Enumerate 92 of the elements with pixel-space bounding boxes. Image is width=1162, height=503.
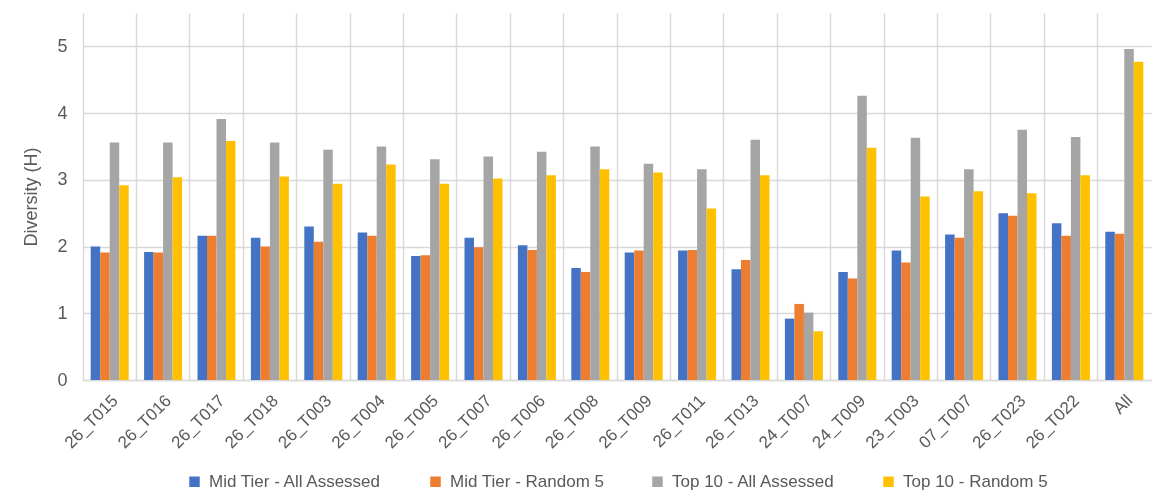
bar — [226, 141, 236, 380]
bar — [207, 235, 217, 380]
bar — [1017, 129, 1027, 380]
bar — [172, 177, 183, 380]
bar — [536, 151, 547, 380]
bar — [945, 234, 955, 380]
bar — [803, 312, 814, 380]
bar — [216, 119, 226, 380]
bar — [420, 255, 431, 380]
bar — [697, 169, 707, 380]
bar — [891, 250, 902, 380]
bar — [1051, 223, 1062, 380]
bar — [527, 249, 537, 380]
bar — [109, 142, 120, 380]
bar — [706, 208, 717, 380]
bar — [687, 249, 698, 380]
bar — [580, 271, 591, 380]
bar — [653, 172, 663, 380]
bar — [304, 226, 314, 380]
bar — [119, 185, 129, 380]
bar — [483, 156, 493, 380]
bar — [197, 235, 207, 380]
bar — [100, 252, 110, 380]
bar — [634, 250, 644, 380]
bar — [357, 232, 368, 380]
bar — [90, 246, 101, 380]
bar — [367, 235, 377, 380]
bar — [678, 250, 688, 380]
y-tick-label: 3 — [57, 169, 68, 190]
bar — [847, 278, 858, 380]
bar — [517, 245, 528, 380]
bar — [1027, 193, 1037, 380]
legend-label: Top 10 - All Assessed — [672, 471, 834, 491]
bar — [901, 262, 911, 380]
y-axis-title: Diversity (H) — [21, 147, 42, 247]
bar — [571, 267, 581, 380]
bar — [546, 175, 556, 380]
bar — [838, 271, 848, 380]
bar — [269, 142, 280, 380]
bar — [1133, 61, 1144, 380]
bar — [866, 147, 877, 380]
bar — [784, 318, 795, 380]
bar — [794, 303, 804, 380]
y-tick-label: 0 — [57, 369, 68, 390]
bar — [386, 164, 396, 380]
bar — [973, 191, 984, 380]
bar — [857, 95, 867, 380]
bar — [250, 237, 261, 380]
legend-label: Mid Tier - All Assessed — [209, 471, 381, 491]
bar — [590, 146, 600, 380]
bar — [624, 252, 635, 380]
legend-label: Top 10 - Random 5 — [903, 471, 1048, 491]
bar — [313, 241, 324, 380]
bar — [493, 178, 503, 380]
bar — [1114, 233, 1125, 380]
bar — [279, 176, 289, 380]
bar — [954, 237, 965, 380]
bar — [1061, 235, 1071, 380]
bar — [376, 146, 387, 380]
legend-label: Mid Tier - Random 5 — [450, 471, 604, 491]
bar — [920, 196, 930, 380]
bar — [430, 159, 440, 380]
bar — [998, 213, 1008, 380]
y-tick-label: 5 — [57, 35, 68, 56]
bar — [153, 252, 164, 380]
y-tick-label: 2 — [57, 236, 68, 257]
bar — [760, 175, 770, 380]
bar — [474, 247, 484, 380]
bar — [741, 259, 751, 380]
bar — [144, 251, 154, 380]
bar — [332, 183, 343, 380]
bar — [643, 163, 654, 380]
x-tick-label: All — [1109, 391, 1137, 418]
bar — [1070, 137, 1081, 380]
bar — [260, 246, 270, 380]
bar — [731, 269, 741, 380]
bar — [464, 237, 474, 380]
bar — [411, 255, 421, 380]
bar — [1124, 49, 1134, 380]
bar — [1008, 215, 1018, 380]
bar — [964, 169, 974, 380]
bar — [1080, 175, 1090, 380]
bar — [163, 142, 173, 380]
bar — [439, 183, 450, 380]
bar — [910, 137, 921, 380]
bar — [323, 149, 333, 380]
y-tick-label: 1 — [57, 302, 68, 323]
bar — [1105, 231, 1115, 380]
bar — [750, 139, 760, 380]
bar — [813, 331, 823, 380]
y-tick-label: 4 — [57, 102, 68, 123]
bar — [599, 169, 610, 380]
